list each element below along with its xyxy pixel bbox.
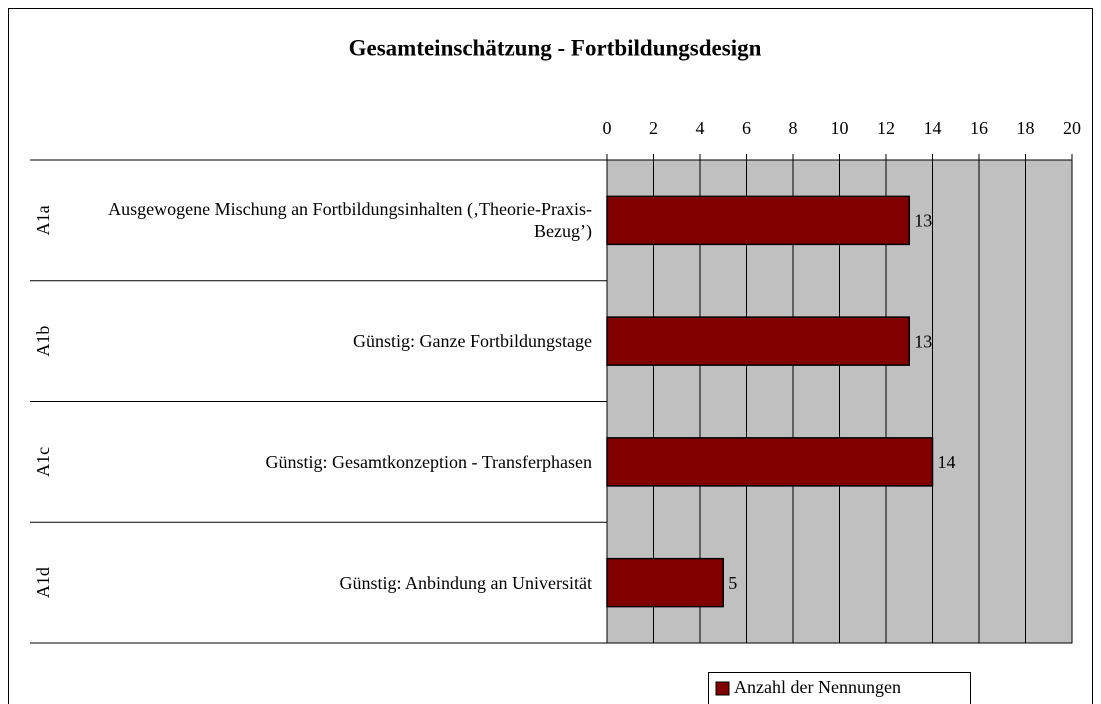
x-tick-label: 0 [603, 118, 612, 138]
legend-box [708, 672, 971, 704]
category-label: Günstig: Gesamtkonzeption - Transferphas… [265, 451, 592, 472]
chart-title: Gesamteinschätzung - Fortbildungsdesign [349, 35, 762, 60]
bar [606, 437, 934, 487]
category-label: Ausgewogene Mischung an Fortbildungsinha… [108, 199, 592, 242]
bar [606, 195, 910, 246]
x-tick-label: 2 [649, 118, 658, 138]
x-tick-label: 16 [970, 118, 988, 138]
category-code: A1b [33, 326, 53, 357]
data-label: 13 [914, 331, 932, 351]
category-label: Günstig: Ganze Fortbildungstage [353, 331, 592, 352]
x-tick-label: 12 [877, 118, 895, 138]
data-label: 5 [728, 573, 737, 593]
legend-label: Anzahl der Nennungen [734, 677, 901, 697]
category-code: A1c [33, 447, 53, 477]
data-label: 13 [914, 211, 932, 231]
data-label: 14 [938, 452, 956, 472]
x-tick-label: 10 [831, 118, 849, 138]
category-code: A1d [33, 567, 53, 598]
x-tick-label: 8 [789, 118, 798, 138]
category-code: A1a [33, 205, 53, 235]
category-label: Günstig: Anbindung an Universität [339, 572, 592, 593]
x-tick-label: 6 [742, 118, 751, 138]
x-tick-label: 20 [1063, 118, 1081, 138]
x-tick-label: 18 [1017, 118, 1035, 138]
x-tick-label: 4 [696, 118, 705, 138]
bar [606, 316, 910, 366]
bar [606, 557, 724, 608]
x-tick-label: 14 [924, 118, 942, 138]
legend-swatch [715, 681, 730, 696]
